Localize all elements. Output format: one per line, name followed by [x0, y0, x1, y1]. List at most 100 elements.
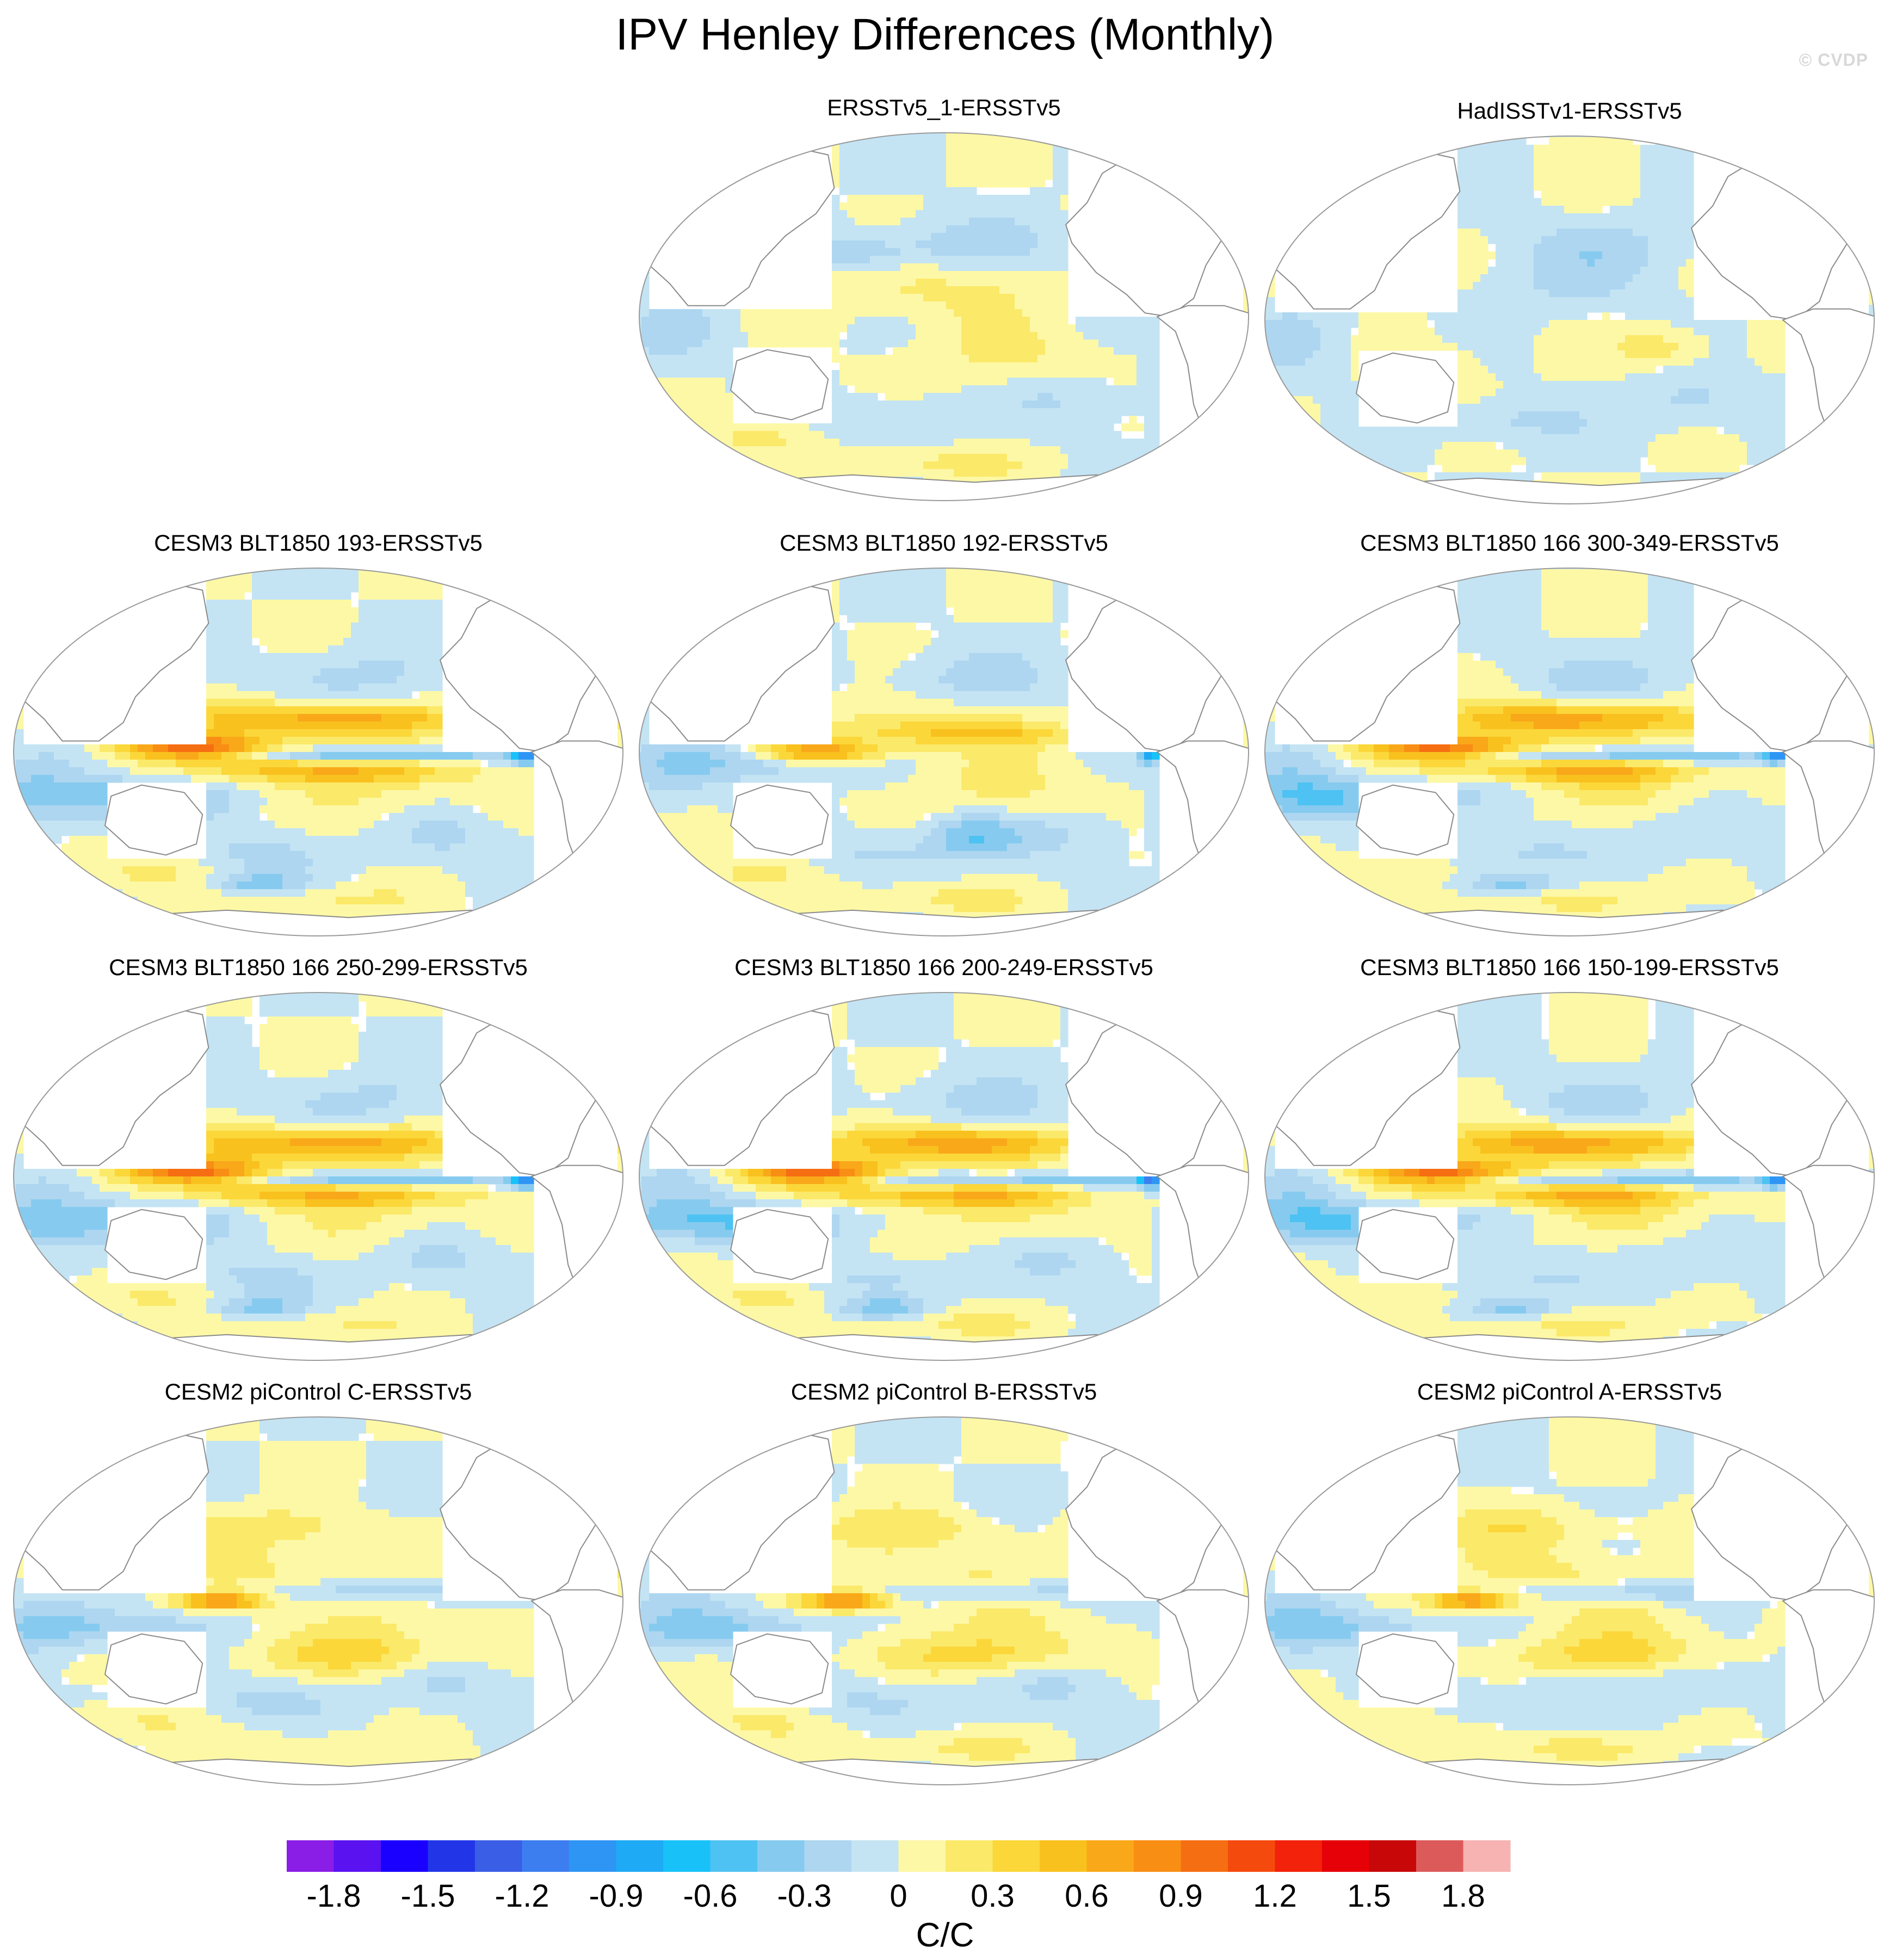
colorbar-swatch — [804, 1840, 852, 1872]
map-panel-title: CESM3 BLT1850 166 150-199-ERSSTv5 — [1259, 953, 1880, 982]
world-map — [13, 992, 623, 1361]
map-panel: CESM2 piControl C-ERSSTv5 — [8, 1378, 628, 1802]
colorbar-swatch — [1322, 1840, 1369, 1872]
land-outline — [585, 999, 623, 1049]
colorbar-swatch — [428, 1840, 475, 1872]
land-outline — [730, 349, 829, 421]
land-outline — [1211, 999, 1249, 1049]
land-outline — [585, 575, 623, 624]
anomaly-field — [639, 133, 1249, 501]
colorbar-swatch — [569, 1840, 616, 1872]
land-outline — [730, 784, 829, 856]
map-panel: CESM2 piControl A-ERSSTv5 — [1259, 1378, 1880, 1802]
colorbar-unit: C/C — [0, 1916, 1890, 1955]
map-panel-title: HadISSTv1-ERSSTv5 — [1259, 97, 1880, 125]
colorbar-swatch — [1275, 1840, 1323, 1872]
watermark: © CVDP — [1799, 50, 1868, 70]
map-border — [639, 568, 1249, 936]
world-map — [1264, 135, 1875, 504]
world-map — [639, 992, 1249, 1361]
colorbar-swatch — [757, 1840, 805, 1872]
map-panel: HadISSTv1-ERSSTv5 — [1259, 97, 1880, 521]
colorbar-swatch — [946, 1840, 993, 1872]
colorbar-swatch — [1040, 1840, 1087, 1872]
map-panel: CESM2 piControl B-ERSSTv5 — [634, 1378, 1254, 1802]
world-map — [1264, 568, 1875, 936]
land-outline — [1211, 1423, 1249, 1473]
anomaly-field — [1265, 993, 1874, 1360]
map-panel-title: CESM2 piControl C-ERSSTv5 — [8, 1378, 628, 1406]
land-outline — [104, 1633, 203, 1705]
colorbar-swatch — [1086, 1840, 1134, 1872]
colorbar-swatch — [287, 1840, 334, 1872]
colorbar-tick-label: -0.3 — [777, 1878, 832, 1914]
map-panel-title: CESM3 BLT1850 193-ERSSTv5 — [8, 529, 628, 557]
colorbar-swatch — [898, 1840, 946, 1872]
colorbar: -1.8 -1.5 -1.2 -0.9 -0.6 -0.3 0 0.3 0.6 0.9 1.2 1.5… — [0, 1834, 1890, 1960]
map-border — [1264, 1416, 1875, 1785]
land-outline — [1211, 139, 1249, 189]
map-panel: CESM3 BLT1850 166 150-199-ERSSTv5 — [1259, 953, 1880, 1378]
map-panel: CESM3 BLT1850 166 250-299-ERSSTv5 — [8, 953, 628, 1378]
colorbar-swatch — [663, 1840, 711, 1872]
map-border — [1264, 992, 1875, 1361]
land-outline — [1211, 575, 1249, 624]
map-panel: ERSSTv5_1-ERSSTv5 — [634, 94, 1254, 518]
colorbar-tick-label: -1.2 — [495, 1878, 549, 1914]
land-outline — [104, 1209, 203, 1280]
map-panel-title: CESM3 BLT1850 166 250-299-ERSSTv5 — [8, 953, 628, 982]
land-outline — [1355, 1209, 1455, 1280]
anomaly-field — [639, 1417, 1249, 1785]
world-map — [639, 1416, 1249, 1785]
anomaly-field — [1265, 1417, 1874, 1785]
land-outline — [585, 1423, 623, 1473]
colorbar-tick-label: 0.9 — [1159, 1878, 1203, 1914]
map-panel-title: CESM2 piControl B-ERSSTv5 — [634, 1378, 1254, 1406]
map-panel-title: CESM3 BLT1850 166 300-349-ERSSTv5 — [1259, 529, 1880, 557]
map-border — [13, 1416, 623, 1785]
map-panel-title: CESM3 BLT1850 166 200-249-ERSSTv5 — [634, 953, 1254, 982]
colorbar-tick-label: 0.6 — [1065, 1878, 1109, 1914]
land-outline — [1355, 1633, 1455, 1705]
map-panel: CESM3 BLT1850 166 200-249-ERSSTv5 — [634, 953, 1254, 1378]
colorbar-swatch — [381, 1840, 428, 1872]
anomaly-field — [1265, 136, 1874, 504]
colorbar-swatch — [1463, 1840, 1511, 1872]
colorbar-swatch — [616, 1840, 664, 1872]
colorbar-swatch — [992, 1840, 1040, 1872]
world-map — [13, 568, 623, 936]
colorbar-tick-label: 0.3 — [971, 1878, 1015, 1914]
colorbar-swatch — [522, 1840, 570, 1872]
colorbar-swatch — [851, 1840, 899, 1872]
map-panel: CESM3 BLT1850 192-ERSSTv5 — [634, 529, 1254, 953]
colorbar-swatch — [710, 1840, 758, 1872]
map-border — [1264, 135, 1875, 504]
land-outline — [730, 1209, 829, 1280]
map-panel-title: ERSSTv5_1-ERSSTv5 — [634, 94, 1254, 122]
colorbar-tick-label: 1.2 — [1253, 1878, 1297, 1914]
colorbar-graphic: -1.8 -1.5 -1.2 -0.9 -0.6 -0.3 0 0.3 0.6 0.9 1.2 1.5… — [287, 1840, 1511, 1914]
land-outline — [1355, 784, 1455, 856]
map-panel: CESM3 BLT1850 166 300-349-ERSSTv5 — [1259, 529, 1880, 953]
land-outline — [1837, 143, 1874, 192]
world-map — [1264, 992, 1875, 1361]
land-outline — [730, 1633, 829, 1705]
world-map — [639, 132, 1249, 501]
colorbar-swatch — [1416, 1840, 1463, 1872]
colorbar-tick-label: -1.8 — [307, 1878, 361, 1914]
anomaly-field — [14, 568, 623, 936]
map-border — [1264, 568, 1875, 936]
colorbar-swatch — [1181, 1840, 1228, 1872]
world-map — [1264, 1416, 1875, 1785]
land-outline — [1837, 1423, 1874, 1473]
anomaly-field — [14, 993, 623, 1360]
map-panel: CESM3 BLT1850 193-ERSSTv5 — [8, 529, 628, 953]
colorbar-swatch — [1228, 1840, 1275, 1872]
land-outline — [1837, 999, 1874, 1049]
land-outline — [1355, 352, 1455, 424]
colorbar-swatch — [1369, 1840, 1417, 1872]
colorbar-tick-label: 0 — [890, 1878, 907, 1914]
anomaly-field — [639, 568, 1249, 936]
anomaly-field — [639, 993, 1249, 1360]
map-border — [639, 992, 1249, 1361]
